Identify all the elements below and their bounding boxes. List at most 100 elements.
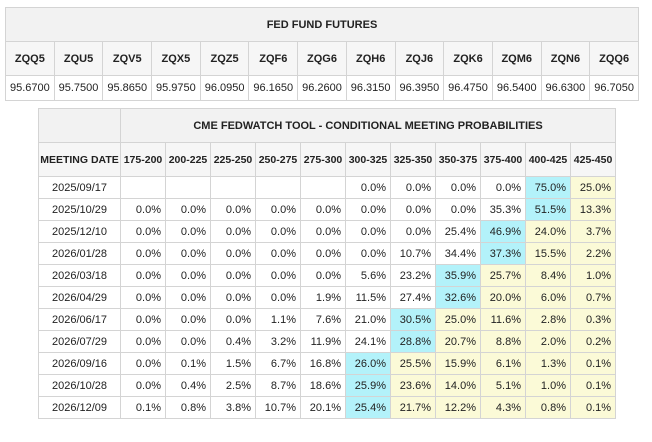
probability-cell: 1.0% xyxy=(569,264,617,287)
probability-cell: 0.0% xyxy=(435,176,481,199)
probability-cell: 46.9% xyxy=(480,220,526,243)
futures-contract-label: ZQV5 xyxy=(102,41,153,76)
rate-range-header: 250-275 xyxy=(255,142,301,177)
probability-cell: 0.0% xyxy=(300,220,346,243)
probability-cell: 0.0% xyxy=(120,220,166,243)
probability-cell: 0.0% xyxy=(165,308,211,331)
rate-range-header: 375-400 xyxy=(480,142,526,177)
meeting-row: 2025/10/29 0.0% 0.0% 0.0% 0.0% 0.0% 0.0% 0.0% 0.… xyxy=(38,198,617,221)
futures-price: 95.6700 xyxy=(5,75,55,101)
probability-cell: 25.0% xyxy=(569,176,617,199)
probability-cell: 16.8% xyxy=(300,352,346,375)
rate-range-header: 175-200 xyxy=(120,142,166,177)
futures-price: 95.9750 xyxy=(151,75,201,101)
futures-price: 96.7050 xyxy=(589,75,639,101)
meeting-row: 2026/04/29 0.0% 0.0% 0.0% 0.0% 1.9% 11.5% 27.4%… xyxy=(38,286,617,309)
probability-cell: 25.7% xyxy=(480,264,526,287)
futures-contract-label: ZQQ5 xyxy=(5,41,55,76)
probability-cell: 12.2% xyxy=(435,396,481,419)
meeting-row: 2026/01/28 0.0% 0.0% 0.0% 0.0% 0.0% 0.0% 10.7% 3… xyxy=(38,242,617,265)
probability-cell xyxy=(120,176,166,199)
probability-cell: 0.0% xyxy=(120,242,166,265)
futures-price: 96.2600 xyxy=(297,75,347,101)
probability-cell: 0.0% xyxy=(300,198,346,221)
probability-cell: 1.0% xyxy=(525,374,571,397)
futures-contract-label: ZQZ5 xyxy=(199,41,250,76)
probability-cell: 0.0% xyxy=(120,308,166,331)
probability-cell: 27.4% xyxy=(390,286,436,309)
probability-cell: 0.0% xyxy=(210,286,256,309)
probability-cell: 13.3% xyxy=(569,198,617,221)
futures-contract-label: ZQK6 xyxy=(443,41,493,76)
probability-cell: 0.0% xyxy=(345,176,391,199)
probability-cell: 6.1% xyxy=(480,352,526,375)
probability-cell: 0.0% xyxy=(300,264,346,287)
meeting-date: 2026/10/28 xyxy=(38,374,121,397)
futures-contract-label: ZQX5 xyxy=(151,41,201,76)
probability-cell: 0.0% xyxy=(210,198,256,221)
probability-cell: 0.0% xyxy=(345,242,391,265)
futures-contract-label: ZQG6 xyxy=(297,41,347,76)
probability-cell: 2.5% xyxy=(210,374,256,397)
meeting-row: 2026/12/09 0.1% 0.8% 3.8% 10.7% 20.1% 25.4% 21.… xyxy=(38,396,617,419)
meeting-row: 2026/10/28 0.0% 0.4% 2.5% 8.7% 18.6% 25.9% 23.6… xyxy=(38,374,617,397)
meeting-row: 2026/03/18 0.0% 0.0% 0.0% 0.0% 0.0% 5.6% 23.2% 3… xyxy=(38,264,617,287)
probability-cell: 21.0% xyxy=(345,308,391,331)
futures-price: 96.3150 xyxy=(345,75,396,101)
probability-cell: 8.7% xyxy=(255,374,301,397)
rate-range-header: 300-325 xyxy=(345,142,391,177)
meeting-row: 2026/07/29 0.0% 0.0% 0.4% 3.2% 11.9% 24.1% 28.8… xyxy=(38,330,617,353)
probability-cell: 0.0% xyxy=(255,198,301,221)
probability-cell: 0.0% xyxy=(210,308,256,331)
probability-cell: 2.8% xyxy=(525,308,571,331)
probability-cell: 0.0% xyxy=(120,352,166,375)
probability-cell xyxy=(300,176,346,199)
probability-cell: 7.6% xyxy=(300,308,346,331)
futures-price: 96.3950 xyxy=(394,75,445,101)
probability-cell: 25.0% xyxy=(435,308,481,331)
probability-cell: 18.6% xyxy=(300,374,346,397)
meeting-row: 2026/09/16 0.0% 0.1% 1.5% 6.7% 16.8% 26.0% 25.5… xyxy=(38,352,617,375)
probability-cell: 0.1% xyxy=(569,352,617,375)
futures-price: 96.6300 xyxy=(540,75,591,101)
probability-cell: 3.7% xyxy=(569,220,617,243)
probability-cell: 0.1% xyxy=(569,396,617,419)
probability-cell: 8.4% xyxy=(525,264,571,287)
probability-cell: 1.9% xyxy=(300,286,346,309)
futures-contract-label: ZQH6 xyxy=(345,41,396,76)
futures-price: 96.5400 xyxy=(491,75,542,101)
rate-range-header: 225-250 xyxy=(210,142,256,177)
probability-cell: 8.8% xyxy=(480,330,526,353)
rate-range-header: 275-300 xyxy=(300,142,346,177)
meeting-date: 2026/01/28 xyxy=(38,242,121,265)
probability-cell: 3.8% xyxy=(210,396,256,419)
probability-cell: 20.1% xyxy=(300,396,346,419)
probability-cell: 23.6% xyxy=(390,374,436,397)
probability-cell: 3.2% xyxy=(255,330,301,353)
probability-cell: 25.4% xyxy=(435,220,481,243)
probability-cell: 11.9% xyxy=(300,330,346,353)
probability-cell: 0.0% xyxy=(165,220,211,243)
futures-price: 96.1650 xyxy=(248,75,299,101)
probability-cell: 0.0% xyxy=(120,374,166,397)
probability-cell: 75.0% xyxy=(525,176,571,199)
probability-cell: 1.3% xyxy=(525,352,571,375)
probability-cell xyxy=(210,176,256,199)
futures-price: 96.4750 xyxy=(443,75,493,101)
probability-cell: 30.5% xyxy=(390,308,436,331)
meeting-row: 2025/12/10 0.0% 0.0% 0.0% 0.0% 0.0% 0.0% 0.0% 25… xyxy=(38,220,617,243)
futures-price: 95.7500 xyxy=(53,75,104,101)
probability-cell: 10.7% xyxy=(255,396,301,419)
probability-cell: 0.0% xyxy=(165,198,211,221)
futures-title: FED FUND FUTURES xyxy=(5,7,639,42)
futures-contracts-row: ZQQ5 ZQU5 ZQV5 ZQX5 ZQZ5 ZQF6 ZQG6 ZQH6 ZQJ6 ZQK6… xyxy=(5,41,639,76)
probability-cell: 10.7% xyxy=(390,242,436,265)
probability-cell: 0.0% xyxy=(120,264,166,287)
probability-cell: 5.1% xyxy=(480,374,526,397)
probability-cell: 24.0% xyxy=(525,220,571,243)
probability-cell: 0.1% xyxy=(165,352,211,375)
probability-cell xyxy=(165,176,211,199)
probability-cell: 0.0% xyxy=(120,286,166,309)
meeting-row: 2026/06/17 0.0% 0.0% 0.0% 1.1% 7.6% 21.0% 30.5%… xyxy=(38,308,617,331)
probability-cell xyxy=(255,176,301,199)
